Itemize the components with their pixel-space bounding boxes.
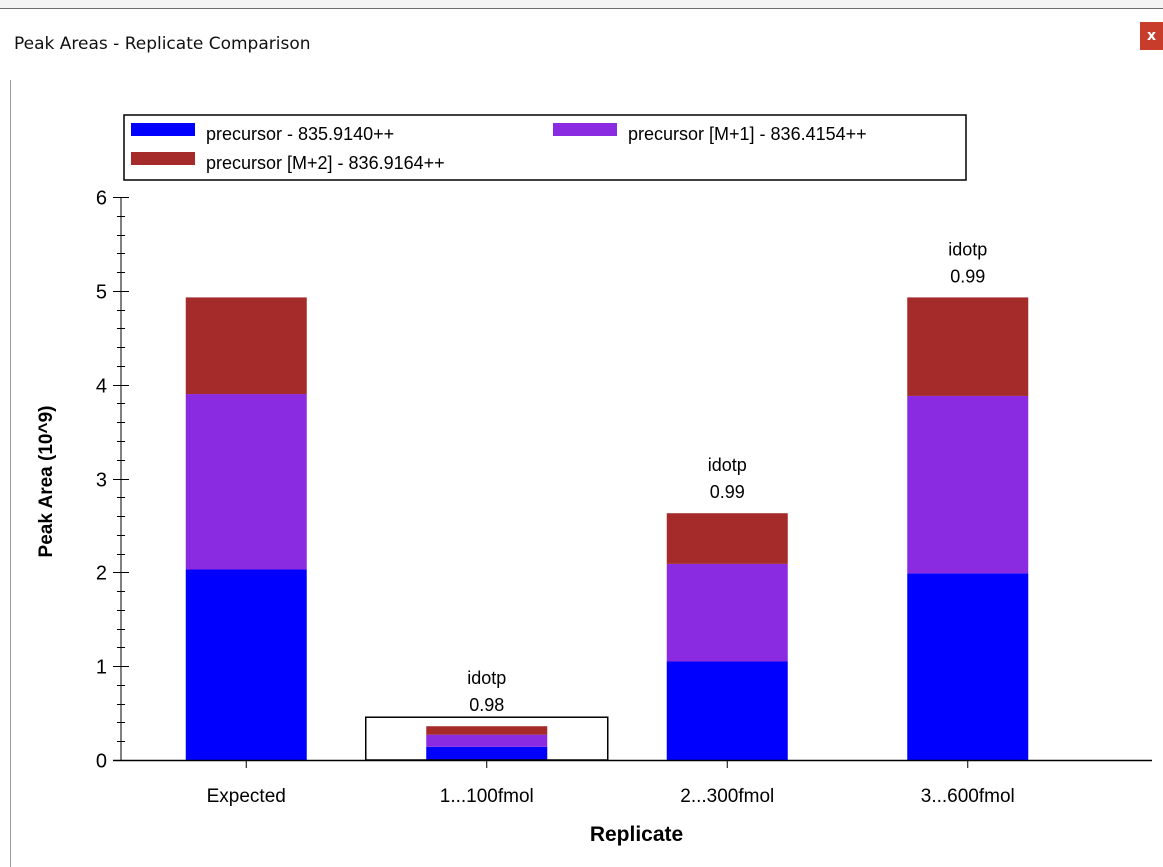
x-axis-title: Replicate	[590, 823, 683, 846]
x-tick-label: 3...600fmol	[921, 786, 1015, 807]
idotp-label: idotp	[467, 668, 506, 688]
idotp-label: idotp	[708, 455, 747, 475]
idotp-value: 0.99	[950, 266, 985, 286]
legend-label-3: precursor [M+2] - 836.9164++	[206, 153, 445, 173]
legend-swatch-1	[131, 123, 195, 136]
y-tick-label: 4	[96, 376, 107, 398]
legend-label-2: precursor [M+1] - 836.4154++	[628, 124, 867, 144]
y-tick-label: 2	[96, 563, 107, 585]
legend-swatch-2	[553, 123, 617, 136]
bar-segment-1-3[interactable]	[907, 573, 1028, 760]
y-tick-label: 0	[96, 751, 107, 773]
legend-label-1: precursor - 835.9140++	[206, 124, 394, 144]
x-tick-label: 2...300fmol	[680, 786, 774, 807]
bar-segment-1-0[interactable]	[186, 570, 307, 760]
y-axis-title: Peak Area (10^9)	[36, 406, 57, 558]
idotp-label: idotp	[948, 239, 987, 259]
bar-segment-3-2[interactable]	[667, 513, 788, 564]
x-tick-label: 1...100fmol	[440, 786, 534, 807]
bar-segment-3-3[interactable]	[907, 297, 1028, 396]
x-tick-label: Expected	[207, 786, 286, 807]
bar-segment-2-3[interactable]	[907, 396, 1028, 573]
bar-segment-2-2[interactable]	[667, 564, 788, 662]
bar-segment-1-2[interactable]	[667, 661, 788, 760]
y-tick-label: 1	[96, 657, 107, 679]
bar-segment-3-1[interactable]	[426, 726, 547, 734]
legend-swatch-3	[131, 152, 195, 165]
y-tick-label: 3	[96, 470, 107, 492]
bar-segment-2-0[interactable]	[186, 394, 307, 569]
bar-segment-1-1[interactable]	[426, 747, 547, 760]
idotp-value: 0.99	[710, 482, 745, 502]
idotp-value: 0.98	[469, 695, 504, 715]
y-tick-label: 6	[96, 188, 107, 210]
y-tick-label: 5	[96, 282, 107, 304]
bar-segment-3-0[interactable]	[186, 297, 307, 394]
bar-segment-2-1[interactable]	[426, 735, 547, 747]
